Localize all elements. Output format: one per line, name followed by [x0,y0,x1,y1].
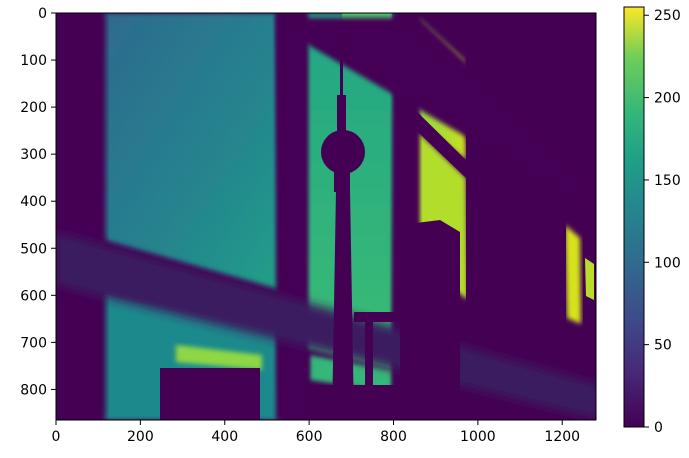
colorbar-tick-label: 50 [654,338,672,354]
y-tick-label: 400 [20,194,47,210]
y-tick-label: 600 [20,288,47,304]
x-tick-label: 400 [211,429,238,445]
y-axis: 0 100 200 300 400 500 600 700 800 [20,6,56,398]
y-tick-label: 800 [20,382,47,398]
y-tick-label: 0 [38,6,47,22]
x-tick-label: 1200 [544,429,580,445]
colorbar-axis: 0 50 100 150 200 250 [644,8,681,436]
y-tick-label: 300 [20,147,47,163]
colorbar-tick-label: 0 [654,420,663,436]
x-tick-label: 1000 [460,429,496,445]
colorbar-tick-label: 200 [654,91,681,107]
tower-silhouette [321,30,365,420]
building-silhouettes [160,220,460,420]
colorbar-frame [623,6,645,428]
heatmap-image [56,13,596,420]
x-tick-label: 800 [380,429,407,445]
x-axis: 0 200 400 600 800 1000 1200 [52,420,580,445]
plot-frame [55,12,597,421]
x-tick-label: 600 [296,429,323,445]
x-tick-label: 0 [52,429,61,445]
colorbar-gradient [624,7,644,427]
y-tick-label: 700 [20,335,47,351]
y-tick-label: 100 [20,53,47,69]
y-tick-label: 200 [20,100,47,116]
colorbar-tick-label: 150 [654,173,681,189]
x-tick-label: 200 [127,429,154,445]
colorbar-tick-label: 250 [654,8,681,24]
colorbar-tick-label: 100 [654,255,681,271]
y-tick-label: 500 [20,241,47,257]
